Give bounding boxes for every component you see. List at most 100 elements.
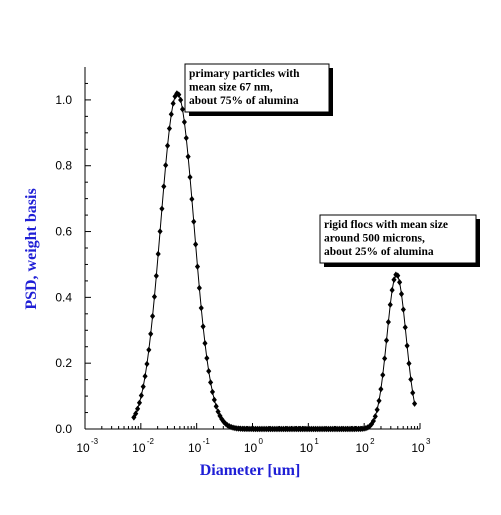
annotation-line: about 75% of alumina (189, 95, 299, 107)
y-tick-label: 1.0 (55, 93, 72, 107)
annotation-box: primary particles with mean size 67 nm,ab… (184, 63, 333, 116)
x-tick-label: 10 (188, 441, 202, 455)
data-point (404, 342, 410, 349)
y-tick-label: 0.4 (55, 290, 72, 304)
data-point (408, 376, 414, 383)
data-point (194, 263, 201, 270)
annotation-line: rigid flocs with mean size (324, 219, 448, 231)
data-point (196, 284, 202, 292)
data-point (138, 392, 144, 399)
x-tick-label: 10 (76, 441, 90, 455)
data-point (397, 279, 403, 286)
data-point (385, 318, 391, 326)
data-point (151, 293, 158, 300)
data-point (370, 417, 376, 425)
data-point (200, 323, 206, 330)
annotation-line: primary particles with (189, 68, 300, 80)
data-point (155, 250, 161, 258)
x-tick-exponent: -1 (203, 437, 211, 446)
data-point (191, 218, 197, 225)
ticks: 10 -3 10 -2 10 -1 10 0 10 1 10 2 10 30.00.20.40.60.81… (55, 82, 431, 455)
data-point (367, 422, 373, 430)
data-point (185, 153, 191, 160)
y-axis-title: PSD, weight basis (23, 188, 40, 309)
data-point (402, 324, 408, 331)
data-point (157, 228, 163, 235)
data-point (378, 385, 384, 393)
y-tick-label: 0.0 (55, 422, 72, 436)
data-point (383, 337, 390, 344)
data-point (150, 312, 156, 320)
data-point (176, 91, 182, 98)
data-point (133, 410, 139, 417)
data-point (148, 330, 154, 338)
x-tick-label: 10 (244, 441, 258, 455)
data-point (209, 388, 216, 396)
data-point (193, 241, 199, 248)
data-point (215, 408, 221, 415)
data-point (382, 355, 388, 362)
data-point (181, 118, 187, 126)
data-point (410, 389, 416, 397)
x-tick-exponent: 0 (259, 437, 264, 446)
x-tick-exponent: -3 (91, 437, 99, 446)
annotation-frame (184, 63, 330, 113)
data-point (189, 195, 195, 203)
data-point (170, 100, 176, 107)
data-point (161, 183, 167, 190)
data-point (400, 306, 406, 313)
annotation-line: around 500 microns, (324, 233, 425, 245)
data-point (374, 406, 380, 413)
data-point (204, 354, 210, 362)
data-point (213, 403, 219, 410)
data-point (387, 301, 393, 308)
x-tick-label: 10 (411, 441, 425, 455)
y-tick-label: 0.8 (55, 159, 72, 173)
data-point (168, 111, 174, 118)
data-point (174, 90, 180, 97)
x-tick-label: 10 (355, 441, 369, 455)
data-point (198, 304, 204, 312)
data-point (206, 367, 212, 375)
data-point (142, 373, 148, 380)
data-point (163, 162, 169, 169)
data-point (211, 396, 217, 404)
x-axis-title: Diameter [um] (200, 462, 301, 479)
data-point (202, 340, 208, 347)
data-point (140, 383, 146, 390)
data-point (144, 360, 150, 368)
data-point (135, 405, 141, 412)
data-point (164, 142, 171, 149)
data-point (372, 413, 378, 420)
data-point (412, 400, 418, 407)
x-tick-label: 10 (132, 441, 146, 455)
data-point (183, 134, 189, 142)
data-point (178, 96, 184, 104)
annotation-frame (319, 214, 477, 264)
x-tick-exponent: -2 (147, 437, 155, 446)
y-tick-label: 0.6 (55, 225, 72, 239)
data-point (391, 276, 397, 283)
data-point (406, 360, 412, 367)
psd-series (131, 90, 418, 433)
data-point (166, 125, 172, 132)
data-point (179, 105, 186, 113)
data-point (153, 272, 159, 280)
x-tick-exponent: 2 (370, 437, 375, 446)
x-tick-exponent: 3 (426, 437, 431, 446)
data-point (395, 272, 401, 279)
data-point (159, 205, 165, 212)
data-point (376, 397, 382, 404)
data-point (389, 286, 395, 294)
annotation-line: mean size 67 nm, (189, 82, 273, 94)
annotation-box: rigid flocs with mean size around 500 mic… (319, 214, 480, 267)
y-tick-label: 0.2 (55, 356, 72, 370)
data-point (136, 399, 143, 407)
annotation-line: about 25% of alumina (324, 246, 434, 258)
x-tick-exponent: 1 (314, 437, 319, 446)
data-point (146, 346, 152, 354)
data-point (187, 173, 193, 181)
data-point (208, 379, 214, 386)
